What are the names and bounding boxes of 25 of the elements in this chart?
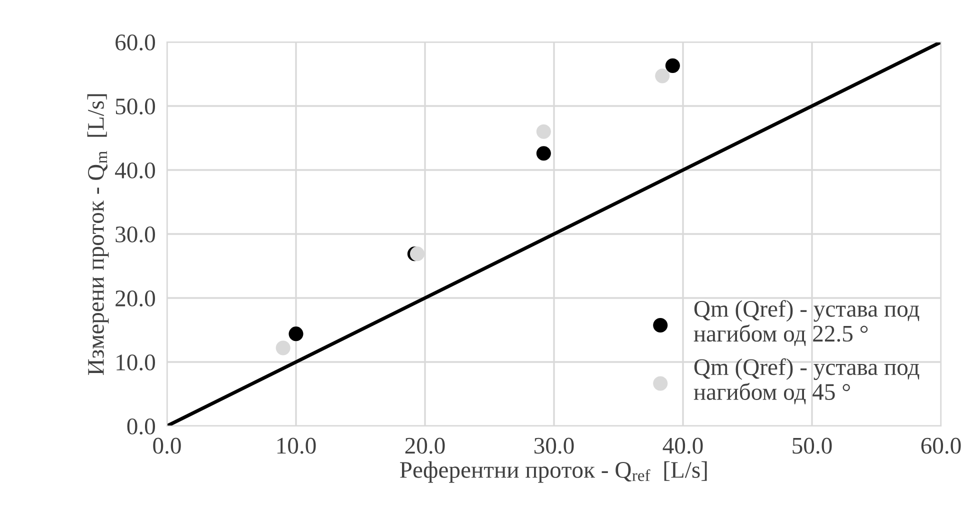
- point: [536, 146, 551, 161]
- legend-label: Qm (Qref) - устава под нагибом од 22.5 °: [694, 300, 920, 346]
- point: [655, 68, 670, 84]
- point: [288, 326, 304, 342]
- y-tick-label: 20.0: [116, 290, 155, 307]
- y-tick-label: 0.0: [127, 418, 155, 435]
- point: [276, 340, 290, 356]
- x-axis-title: Референтни проток - Q$_{ref}$ [L/s]: [400, 461, 707, 483]
- y-tick-label: 30.0: [116, 226, 155, 243]
- y-tick-label: 40.0: [115, 162, 155, 179]
- x-tick-label: 0.0: [153, 438, 181, 454]
- y-tick-label: 50.0: [116, 98, 155, 115]
- point: [536, 124, 551, 139]
- legend-label: Qm (Qref) - устава под нагибом од 45 °: [694, 358, 920, 404]
- x-tick-label: 10.0: [277, 438, 316, 454]
- x-tick-label: 50.0: [792, 438, 832, 454]
- x-tick-label: 40.0: [662, 438, 703, 454]
- x-tick-label: 60.0: [921, 438, 961, 454]
- point: [665, 58, 680, 73]
- y-tick-label: 10.0: [116, 354, 155, 371]
- x-tick-label: 30.0: [534, 438, 574, 454]
- x-tick-label: 20.0: [405, 438, 445, 454]
- y-tick-label: 60.0: [116, 34, 155, 51]
- y-axis-title: Измерени проток - Q$_{m}$ [L/s]: [87, 94, 109, 375]
- point: [410, 246, 425, 262]
